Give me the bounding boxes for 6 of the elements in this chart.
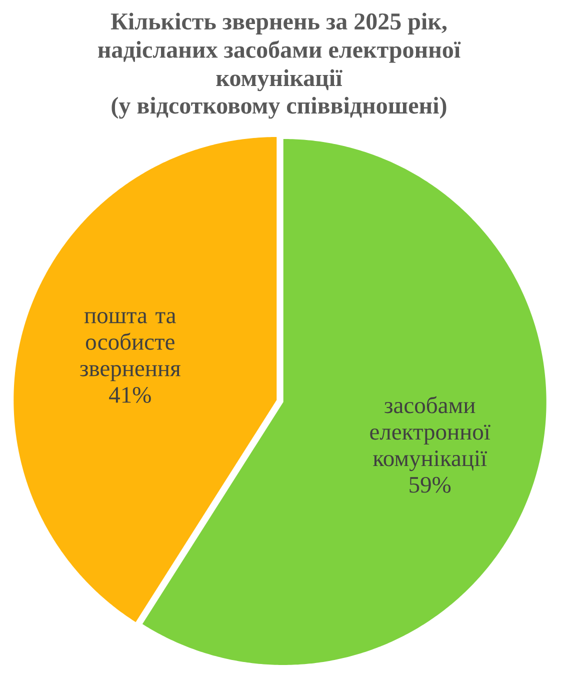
slice-label: засобами електронної комунікації [370, 396, 490, 472]
data-label: 59% [410, 476, 451, 493]
chart-title: Кількість звернень за 2025 рік, надісланих засобами електронної комунікації [98, 12, 461, 92]
data-label: 41% [109, 386, 151, 403]
slice-label: пошта та особисте звернення [80, 312, 180, 382]
chart-subtitle: (у відсотковому співвідношені) [112, 96, 446, 119]
